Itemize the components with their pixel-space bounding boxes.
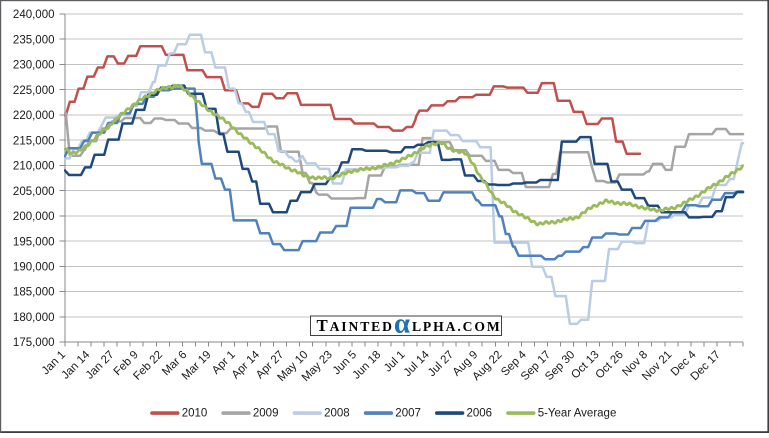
svg-text:240,000: 240,000 <box>13 9 55 21</box>
svg-text:210,000: 210,000 <box>13 161 55 173</box>
svg-text:2009: 2009 <box>253 407 279 419</box>
svg-text:175,000: 175,000 <box>13 337 55 349</box>
svg-text:225,000: 225,000 <box>13 85 55 97</box>
svg-text:220,000: 220,000 <box>13 110 55 122</box>
svg-text:230,000: 230,000 <box>13 60 55 72</box>
svg-text:200,000: 200,000 <box>13 211 55 223</box>
svg-text:190,000: 190,000 <box>13 262 55 274</box>
svg-text:5-Year Average: 5-Year Average <box>538 407 617 419</box>
svg-text:2008: 2008 <box>324 407 350 419</box>
svg-text:215,000: 215,000 <box>13 135 55 147</box>
svg-text:185,000: 185,000 <box>13 287 55 299</box>
svg-text:195,000: 195,000 <box>13 236 55 248</box>
svg-text:180,000: 180,000 <box>13 312 55 324</box>
svg-text:235,000: 235,000 <box>13 34 55 46</box>
svg-text:2007: 2007 <box>395 407 421 419</box>
svg-text:2006: 2006 <box>467 407 493 419</box>
svg-text:205,000: 205,000 <box>13 186 55 198</box>
svg-text:2010: 2010 <box>182 407 208 419</box>
